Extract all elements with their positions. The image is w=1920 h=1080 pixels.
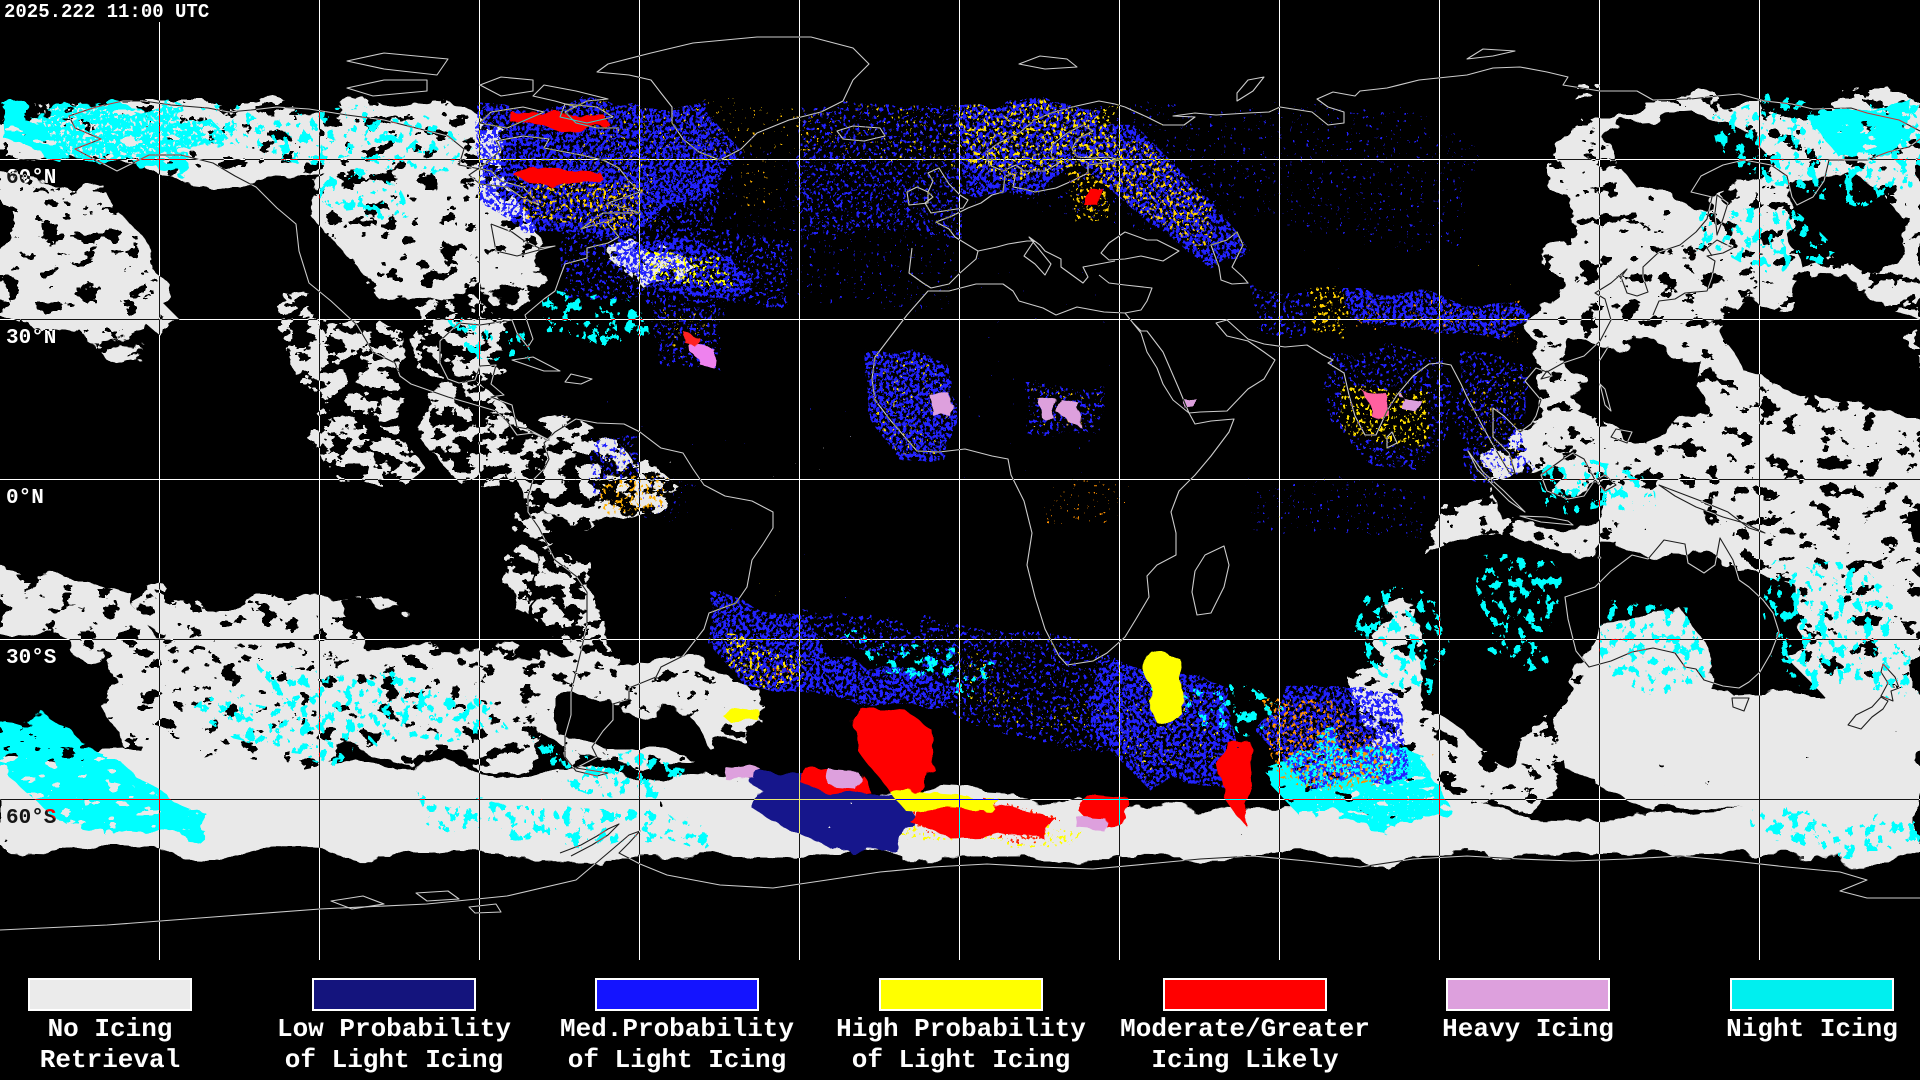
svg-text:No Icing: No Icing — [48, 1014, 173, 1044]
svg-text:Heavy Icing: Heavy Icing — [1442, 1014, 1614, 1044]
svg-text:30°N: 30°N — [6, 327, 56, 350]
svg-text:2025.222 11:00 UTC: 2025.222 11:00 UTC — [4, 1, 209, 23]
svg-text:30°S: 30°S — [6, 647, 56, 670]
svg-text:Retrieval: Retrieval — [40, 1045, 180, 1075]
svg-text:Low Probability: Low Probability — [277, 1014, 511, 1044]
svg-text:Moderate/Greater: Moderate/Greater — [1120, 1014, 1370, 1044]
svg-text:Night Icing: Night Icing — [1726, 1014, 1898, 1044]
svg-text:Icing Likely: Icing Likely — [1151, 1045, 1339, 1075]
svg-text:High Probability: High Probability — [836, 1014, 1086, 1044]
svg-text:60°S: 60°S — [6, 807, 56, 830]
svg-text:of Light Icing: of Light Icing — [568, 1045, 786, 1075]
svg-text:of Light Icing: of Light Icing — [852, 1045, 1070, 1075]
svg-text:60°N: 60°N — [6, 167, 56, 190]
svg-text:0°N: 0°N — [6, 487, 44, 510]
svg-text:of Light Icing: of Light Icing — [285, 1045, 503, 1075]
svg-text:Med.Probability: Med.Probability — [560, 1014, 794, 1044]
